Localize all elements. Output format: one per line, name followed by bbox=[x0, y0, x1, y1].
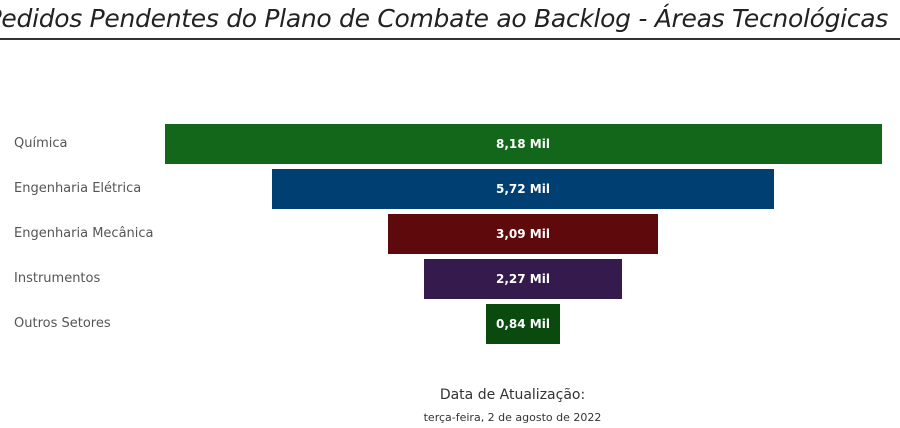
update-date-value: terça-feira, 2 de agosto de 2022 bbox=[423, 411, 602, 424]
title-divider bbox=[0, 38, 900, 40]
bar-value-label: 5,72 Mil bbox=[496, 182, 550, 196]
funnel-bar[interactable]: 2,27 Mil bbox=[423, 259, 623, 299]
chart-title: Pedidos Pendentes do Plano de Combate ao… bbox=[0, 4, 888, 33]
funnel-bar[interactable]: 5,72 Mil bbox=[272, 169, 774, 209]
funnel-bar[interactable]: 8,18 Mil bbox=[164, 124, 882, 164]
category-label: Química bbox=[14, 136, 68, 151]
bar-value-label: 3,09 Mil bbox=[496, 227, 550, 241]
bar-value-label: 0,84 Mil bbox=[496, 317, 550, 331]
funnel-bar[interactable]: 3,09 Mil bbox=[387, 214, 659, 254]
bar-value-label: 2,27 Mil bbox=[496, 272, 550, 286]
bar-value-label: 8,18 Mil bbox=[496, 137, 550, 151]
category-label: Engenharia Elétrica bbox=[14, 181, 142, 196]
category-label: Outros Setores bbox=[14, 316, 111, 331]
update-date-label: Data de Atualização: bbox=[439, 387, 586, 403]
category-label: Instrumentos bbox=[14, 271, 101, 286]
category-label: Engenharia Mecânica bbox=[14, 226, 154, 241]
funnel-bar[interactable]: 0,84 Mil bbox=[486, 304, 560, 344]
